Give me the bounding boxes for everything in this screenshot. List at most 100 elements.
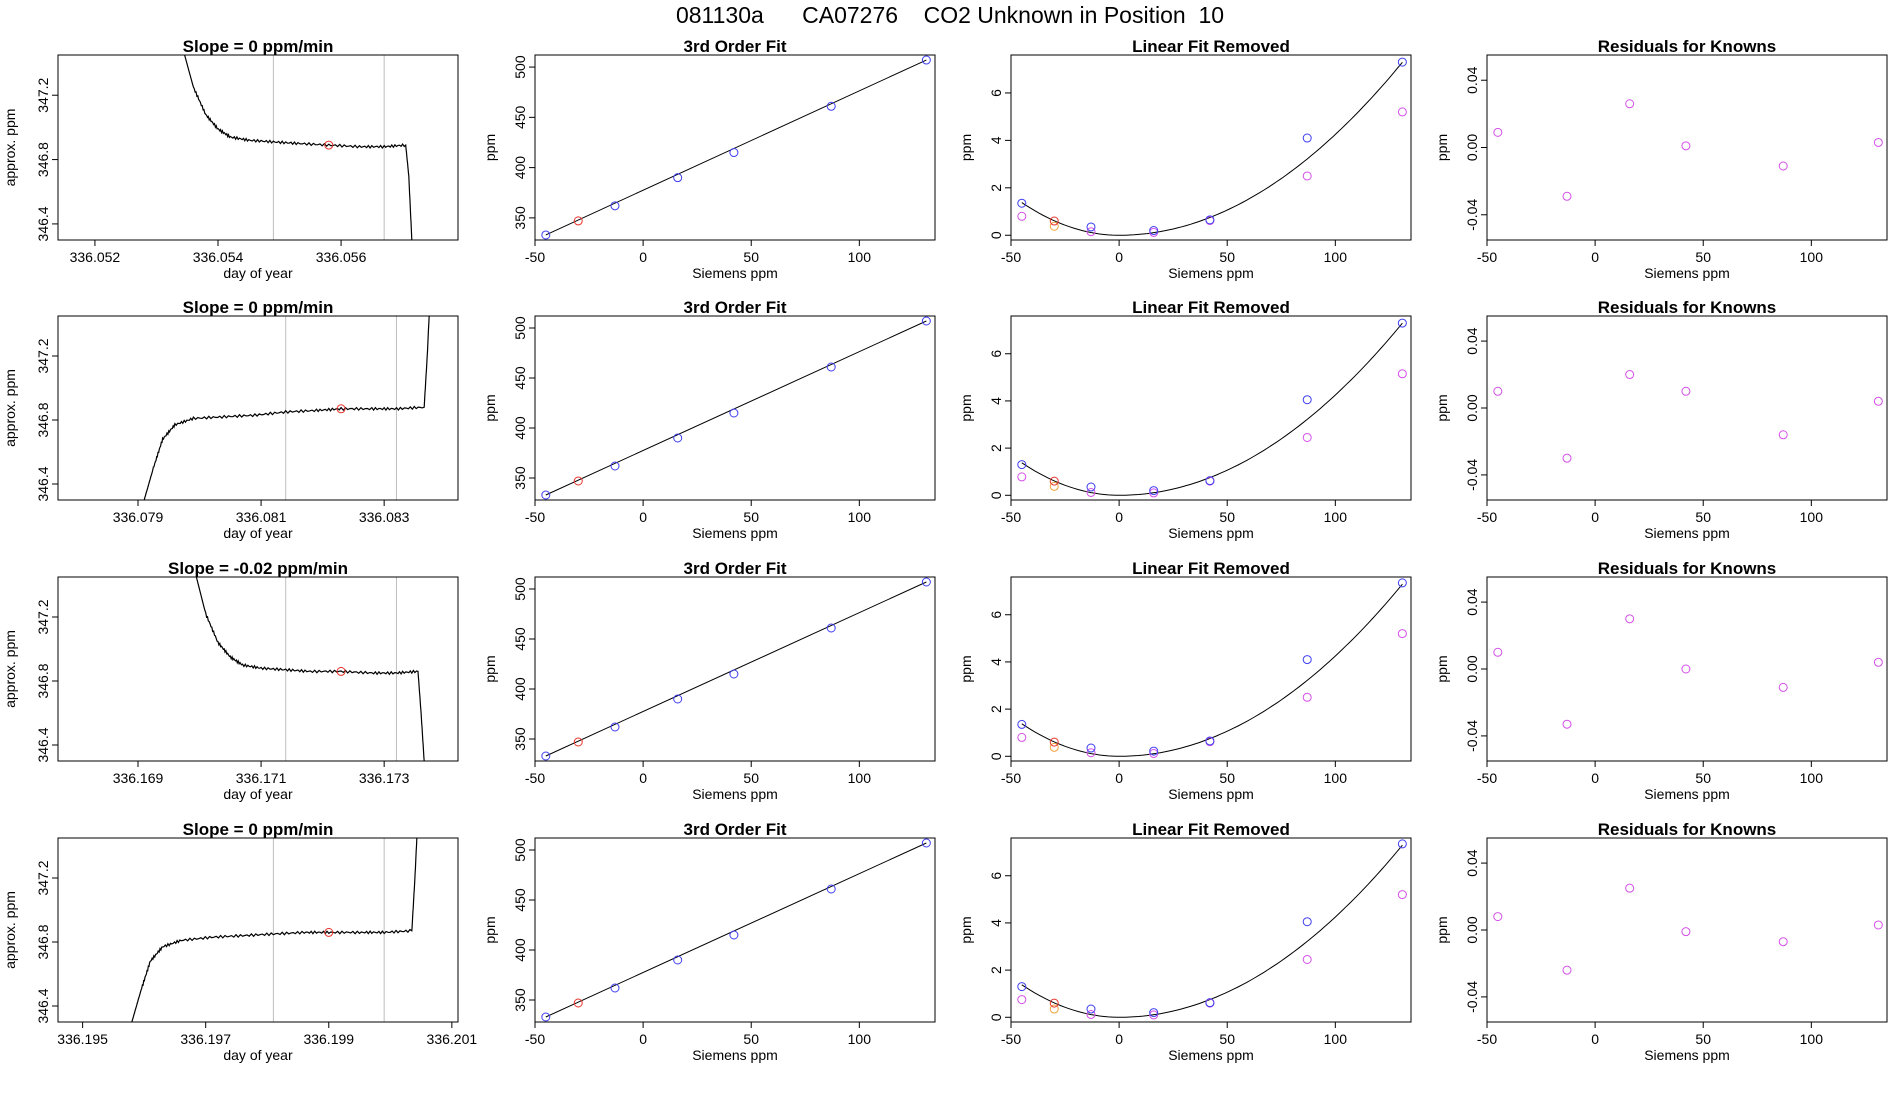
known-point <box>1302 395 1312 405</box>
known-point <box>826 362 836 372</box>
known-point <box>1302 917 1312 927</box>
marker-point <box>324 140 334 150</box>
x-tick-label: 50 <box>1695 249 1711 265</box>
residual-point <box>1493 127 1503 137</box>
y-tick-label: 4 <box>988 397 1004 405</box>
x-tick-label: 50 <box>1219 249 1235 265</box>
y-tick-label: 350 <box>512 206 528 230</box>
x-tick-label: 0 <box>639 509 647 525</box>
y-tick-label: -0.04 <box>1464 720 1480 752</box>
known-alt-point <box>1017 472 1027 482</box>
x-axis-label: Siemens ppm <box>1168 1047 1254 1063</box>
residual-point <box>1493 386 1503 396</box>
x-axis-label: day of year <box>223 265 293 281</box>
plot-area <box>1017 318 1407 498</box>
known-point <box>541 490 551 500</box>
y-tick-label: 400 <box>512 677 528 701</box>
plot-frame <box>1486 576 1888 762</box>
plot-frame <box>1486 315 1888 501</box>
known-alt-point <box>1149 488 1159 498</box>
residual-point <box>1562 965 1572 975</box>
y-tick-label: 400 <box>512 938 528 962</box>
y-axis-label: ppm <box>1434 394 1450 421</box>
panel-1-1: 3rd Order Fit -50 0 50 100 350 400 450 500 Siemen… <box>482 298 936 541</box>
x-tick-label: -50 <box>1477 509 1497 525</box>
x-tick-label: 0 <box>1591 249 1599 265</box>
y-tick-label: 350 <box>512 466 528 490</box>
x-tick-label: 50 <box>743 249 759 265</box>
panel-1-2: Linear Fit Removed -50 0 50 100 0 2 4 6 Siemens p… <box>958 298 1412 541</box>
x-tick-label: 0 <box>639 1031 647 1047</box>
plot-frame <box>57 837 459 1023</box>
y-tick-label: 346.8 <box>35 142 51 177</box>
marker-point <box>336 404 346 414</box>
plot-area <box>143 316 430 500</box>
residual-point <box>1681 927 1691 937</box>
y-tick-label: 4 <box>988 658 1004 666</box>
y-tick-label: 346.8 <box>35 924 51 959</box>
y-tick-label: 4 <box>988 919 1004 927</box>
known-point <box>729 148 739 158</box>
y-tick-label: 450 <box>512 888 528 912</box>
x-tick-label: 100 <box>1324 509 1348 525</box>
panel-2-3: Residuals for Knowns -50 0 50 100 -0.04 0.00 0.… <box>1434 559 1888 802</box>
y-tick-label: 2 <box>988 966 1004 974</box>
x-tick-label: -50 <box>525 509 545 525</box>
plot-area <box>541 838 931 1022</box>
y-tick-label: 350 <box>512 727 528 751</box>
known-point <box>673 173 683 183</box>
panel-3-1: 3rd Order Fit -50 0 50 100 350 400 450 500 Siemen… <box>482 820 936 1063</box>
residual-point <box>1873 920 1883 930</box>
x-tick-label: 0 <box>1115 770 1123 786</box>
y-tick-label: 0 <box>988 752 1004 760</box>
x-axis-label: Siemens ppm <box>1168 786 1254 802</box>
x-tick-label: -50 <box>525 770 545 786</box>
known-point <box>826 884 836 894</box>
x-tick-label: 50 <box>1219 770 1235 786</box>
residual-point <box>1873 137 1883 147</box>
y-tick-label: 346.4 <box>35 988 51 1023</box>
y-tick-label: 6 <box>988 872 1004 880</box>
x-tick-label: 0 <box>1115 509 1123 525</box>
residual-point <box>1681 141 1691 151</box>
panel-title: Linear Fit Removed <box>1132 820 1290 839</box>
x-tick-label: 336.083 <box>359 509 410 525</box>
panel-title: Slope = -0.02 ppm/min <box>168 559 348 578</box>
panel-0-2: Linear Fit Removed -50 0 50 100 0 2 4 6 Siemens p… <box>958 37 1412 281</box>
known-alt-point <box>1017 995 1027 1005</box>
x-axis-label: Siemens ppm <box>692 265 778 281</box>
y-tick-label: 450 <box>512 105 528 129</box>
x-tick-label: 0 <box>1591 770 1599 786</box>
y-axis-label: ppm <box>1434 134 1450 161</box>
y-tick-label: 6 <box>988 350 1004 358</box>
panel-1-0: Slope = 0 ppm/min 336.079 336.081 336.083 34… <box>2 298 459 541</box>
panel-3-3: Residuals for Knowns -50 0 50 100 -0.04 0.00 0.… <box>1434 820 1888 1063</box>
y-axis-label: ppm <box>958 655 974 682</box>
known-alt-point <box>1086 227 1096 237</box>
y-axis-label: approx. ppm <box>2 109 18 187</box>
known-alt-point <box>1086 1009 1096 1019</box>
plot-area <box>541 316 931 500</box>
known-point <box>1086 1004 1096 1014</box>
y-tick-label: 2 <box>988 705 1004 713</box>
page-title: 081130a CA07276 CO2 Unknown in Position … <box>675 2 1225 28</box>
y-tick-label: 0 <box>988 231 1004 239</box>
plot-frame <box>1010 315 1412 501</box>
panel-0-0: Slope = 0 ppm/min 336.052 336.054 336.056 34… <box>2 37 459 281</box>
y-tick-label: 450 <box>512 366 528 390</box>
series-line <box>195 577 425 761</box>
y-tick-label: 500 <box>512 577 528 601</box>
plot-area <box>1017 578 1407 758</box>
fit-curve <box>1021 322 1403 496</box>
x-tick-label: 336.052 <box>70 249 121 265</box>
known-point <box>1017 198 1027 208</box>
known-alt-point <box>1302 432 1312 442</box>
y-tick-label: -0.04 <box>1464 199 1480 231</box>
unknown-alt-point <box>1049 1004 1059 1014</box>
x-tick-label: 100 <box>848 249 872 265</box>
y-tick-label: 346.4 <box>35 466 51 501</box>
x-axis-label: Siemens ppm <box>692 786 778 802</box>
known-alt-point <box>1017 732 1027 742</box>
y-axis-label: ppm <box>958 394 974 421</box>
x-tick-label: -50 <box>525 249 545 265</box>
